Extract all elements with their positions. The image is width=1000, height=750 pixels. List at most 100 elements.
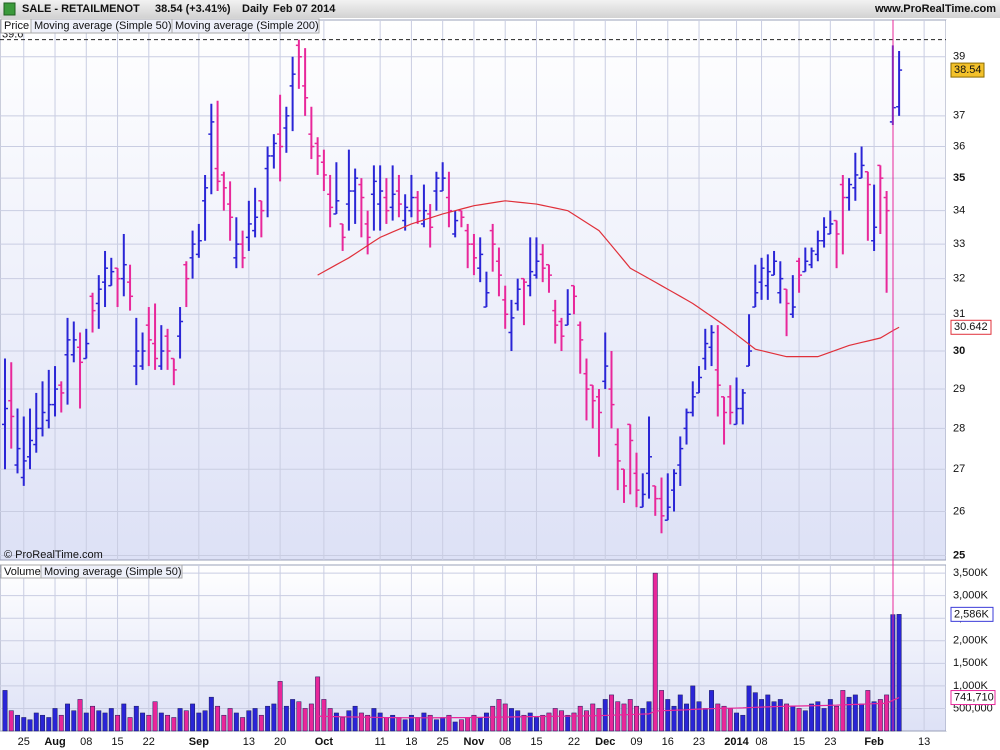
y-tick-label: 27 (953, 463, 965, 475)
volume-bar (865, 690, 871, 732)
y-tick-label: 33 (953, 238, 965, 250)
volume-bar (121, 703, 127, 732)
legend-volume: Volume (4, 566, 41, 578)
volume-bar (321, 699, 327, 732)
volume-bar (402, 719, 408, 732)
legend-ma50: Moving average (Simple 50) (34, 20, 172, 32)
y-tick-label: 30 (953, 345, 965, 357)
volume-bar (752, 692, 758, 732)
volume-bar (690, 685, 696, 732)
y-tick-label: 36 (953, 140, 965, 152)
x-tick-label: 08 (755, 736, 767, 748)
volume-bar (840, 690, 846, 732)
volume-bar (777, 699, 783, 732)
volume-bar (358, 712, 364, 732)
volume-bar (609, 694, 614, 732)
volume-bar (859, 703, 865, 732)
volume-bar (546, 712, 552, 732)
x-tick-label: 20 (274, 736, 286, 748)
ma-value: 30.642 (954, 321, 988, 333)
volume-bar (371, 708, 377, 732)
volume-bar (65, 703, 70, 732)
x-tick-label: Sep (189, 736, 209, 748)
x-tick-label: 08 (499, 736, 511, 748)
volume-bar (827, 699, 833, 732)
header-bar (0, 0, 1000, 18)
volume-bar (196, 712, 202, 732)
volume-bar (665, 699, 671, 732)
volume-bar (677, 694, 683, 732)
volume-bar (115, 714, 120, 732)
volume-bar (652, 572, 658, 732)
volume-bar (271, 703, 277, 732)
y-tick-label: 35 (953, 172, 965, 184)
volume-ma-value: 741,710 (954, 691, 994, 703)
x-tick-label: Nov (464, 736, 486, 748)
y-tick-label: 32 (953, 273, 965, 285)
volume-bar (308, 703, 314, 732)
axis-strip (946, 20, 1000, 731)
price-value: 38.54 (954, 64, 982, 76)
x-tick-label: 22 (143, 736, 155, 748)
x-tick-label: 15 (530, 736, 542, 748)
volume-bar (615, 701, 621, 732)
plot-layer: 25 26 27 28 29 30 31 32 33 34 35 36 37 39 500,000 1,000… (0, 20, 996, 748)
volume-bar (252, 708, 258, 732)
y-tick-label: 26 (953, 505, 965, 517)
volume-bar (158, 712, 164, 732)
volume-bar (383, 717, 389, 732)
y-tick-label: 37 (953, 110, 965, 122)
x-tick-label: Dec (595, 736, 615, 748)
x-tick-label: 13 (243, 736, 255, 748)
quote: 38.54 (+3.41%) (155, 3, 231, 15)
volume-bar (871, 701, 877, 732)
volume-bar (565, 714, 571, 732)
volume-bar (315, 676, 321, 732)
x-tick-label: Aug (44, 736, 65, 748)
volume-bar (96, 710, 102, 732)
volume-bar (534, 717, 539, 732)
y2-tick-label: 1,500K (953, 657, 989, 669)
volume-bar (190, 703, 196, 732)
x-tick-label: 18 (405, 736, 417, 748)
volume-bar (671, 705, 677, 732)
volume-bar (721, 705, 727, 732)
volume-bar (727, 708, 733, 732)
volume-bar (290, 699, 296, 732)
volume-bar (265, 705, 271, 732)
volume-bar (458, 719, 464, 732)
volume-bar (896, 614, 902, 732)
volume-bar (340, 717, 346, 732)
y-tick-label: 39 (953, 51, 965, 63)
x-tick-label: 22 (568, 736, 580, 748)
volume-bar (571, 712, 577, 732)
volume-bar (834, 705, 840, 732)
ma-box (950, 319, 992, 335)
volume-bar (821, 708, 827, 732)
volume-bar (377, 712, 383, 732)
volume-bar (2, 690, 8, 732)
copyright: © ProRealTime.com (4, 549, 103, 561)
y2-tick-label: 3,500K (953, 567, 989, 579)
volume-bar (421, 712, 427, 732)
y2-tick-label: 1,000K (953, 680, 989, 692)
volume-bar (846, 696, 852, 732)
volume-bar (746, 685, 752, 732)
volume-bar (809, 703, 815, 732)
volume-bar (521, 714, 527, 732)
legend-box (171, 18, 320, 34)
volume-bar (227, 708, 233, 732)
volume-bar (346, 710, 352, 732)
volume-bar (302, 708, 308, 732)
y-tick-label: 34 (953, 205, 965, 217)
volume-ma-box (950, 690, 996, 706)
x-tick-label: 13 (918, 736, 930, 748)
x-tick-label: 25 (437, 736, 449, 748)
volume-bar (177, 708, 183, 732)
volume-bar (277, 681, 283, 732)
symbol: SALE - RETAILMENOT (22, 3, 140, 15)
volume-bar (333, 712, 339, 732)
x-tick-label: 11 (374, 736, 385, 748)
